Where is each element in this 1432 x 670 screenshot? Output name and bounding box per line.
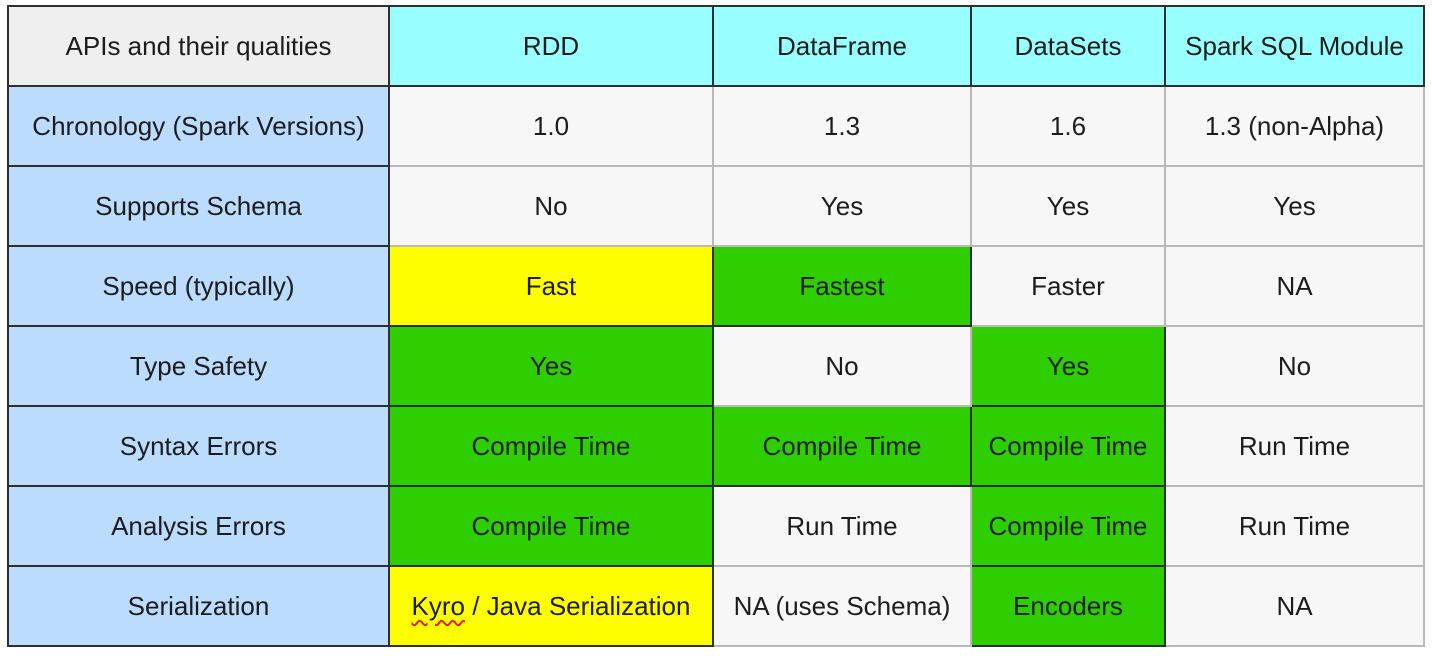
api-comparison-table: APIs and their qualities RDD DataFrame D… bbox=[7, 5, 1425, 647]
table-cell: Compile Time bbox=[970, 485, 1166, 567]
table-cell: NA (uses Schema) bbox=[712, 565, 972, 647]
column-header-datasets: DataSets bbox=[970, 5, 1166, 87]
table-cell: Fast bbox=[388, 245, 714, 327]
table-cell: NA bbox=[1164, 245, 1425, 327]
row-header-serialization: Serialization bbox=[7, 565, 390, 647]
table-cell: 1.3 bbox=[712, 85, 972, 167]
table-row: Type Safety Yes No Yes No bbox=[7, 325, 1425, 407]
row-header-analysis-errors: Analysis Errors bbox=[7, 485, 390, 567]
row-header-type-safety: Type Safety bbox=[7, 325, 390, 407]
misspelled-word: Kyro bbox=[411, 590, 465, 621]
table-cell: 1.6 bbox=[970, 85, 1166, 167]
row-header-speed: Speed (typically) bbox=[7, 245, 390, 327]
table-cell: No bbox=[712, 325, 972, 407]
table-cell: Fastest bbox=[712, 245, 972, 327]
table-cell: Compile Time bbox=[388, 485, 714, 567]
table-cell: Yes bbox=[1164, 165, 1425, 247]
table-cell: 1.3 (non-Alpha) bbox=[1164, 85, 1425, 167]
table-cell: Run Time bbox=[1164, 405, 1425, 487]
table-cell: Kyro / Java Serialization bbox=[388, 565, 714, 647]
table-row: Speed (typically) Fast Fastest Faster NA bbox=[7, 245, 1425, 327]
table-cell: Compile Time bbox=[712, 405, 972, 487]
row-header-supports-schema: Supports Schema bbox=[7, 165, 390, 247]
corner-header: APIs and their qualities bbox=[7, 5, 390, 87]
table-cell: Yes bbox=[970, 165, 1166, 247]
table-row: Chronology (Spark Versions) 1.0 1.3 1.6 … bbox=[7, 85, 1425, 167]
header-row: APIs and their qualities RDD DataFrame D… bbox=[7, 5, 1425, 87]
table-row: Serialization Kyro / Java Serialization … bbox=[7, 565, 1425, 647]
table-cell: Yes bbox=[388, 325, 714, 407]
table-row: Analysis Errors Compile Time Run Time Co… bbox=[7, 485, 1425, 567]
table-cell: Run Time bbox=[1164, 485, 1425, 567]
table-cell: Yes bbox=[970, 325, 1166, 407]
column-header-dataframe: DataFrame bbox=[712, 5, 972, 87]
row-header-chronology: Chronology (Spark Versions) bbox=[7, 85, 390, 167]
table-cell: Encoders bbox=[970, 565, 1166, 647]
table-cell: Compile Time bbox=[970, 405, 1166, 487]
table-cell: Compile Time bbox=[388, 405, 714, 487]
table-cell: No bbox=[1164, 325, 1425, 407]
table-cell: Faster bbox=[970, 245, 1166, 327]
table-cell: Yes bbox=[712, 165, 972, 247]
table-row: Supports Schema No Yes Yes Yes bbox=[7, 165, 1425, 247]
serialization-rest: / Java Serialization bbox=[465, 590, 691, 621]
table-cell: 1.0 bbox=[388, 85, 714, 167]
table-cell: NA bbox=[1164, 565, 1425, 647]
table-cell: No bbox=[388, 165, 714, 247]
table-cell: Run Time bbox=[712, 485, 972, 567]
table-row: Syntax Errors Compile Time Compile Time … bbox=[7, 405, 1425, 487]
row-header-syntax-errors: Syntax Errors bbox=[7, 405, 390, 487]
column-header-spark-sql: Spark SQL Module bbox=[1164, 5, 1425, 87]
column-header-rdd: RDD bbox=[388, 5, 714, 87]
